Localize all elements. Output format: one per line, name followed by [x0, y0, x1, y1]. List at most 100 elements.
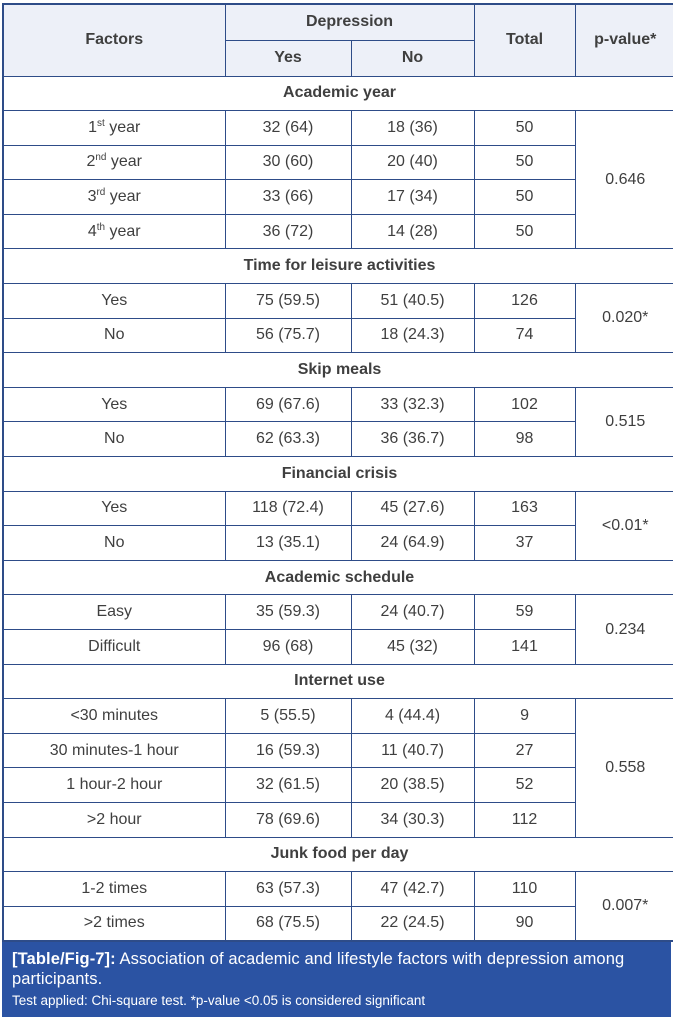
- total-value: 50: [473, 213, 576, 250]
- column-header-yes: Yes: [224, 39, 352, 77]
- total-value: 102: [473, 386, 576, 423]
- table-caption-bar: [Table/Fig-7]: Association of academic a…: [2, 941, 671, 1017]
- p-value: 0.007*: [574, 871, 673, 942]
- section-header-row: Financial crisis: [2, 456, 673, 492]
- table-body: Academic year 1st year 32 (64) 18 (36) 50 0.6…: [2, 75, 673, 942]
- table-row: Yes 75 (59.5) 51 (40.5) 126 0.020*: [2, 283, 673, 354]
- table-row: 4th year 36 (72) 14 (28) 50: [2, 213, 673, 250]
- section-title: Financial crisis: [2, 456, 673, 492]
- depression-yes-value: 33 (66): [224, 179, 352, 215]
- p-value: 0.020*: [574, 283, 673, 354]
- depression-no-value: 17 (34): [350, 179, 475, 215]
- total-value: 110: [473, 871, 576, 907]
- total-value: 37: [473, 525, 576, 561]
- ordinal-superscript: st: [97, 117, 105, 129]
- table-row: >2 hour 78 (69.6) 34 (30.3) 112: [2, 801, 673, 838]
- table-row: 1-2 times 63 (57.3) 47 (42.7) 110 0.007*: [2, 871, 673, 942]
- p-value: 0.234: [574, 594, 673, 665]
- total-value: 126: [473, 283, 576, 319]
- total-value: 141: [473, 629, 576, 665]
- depression-no-value: 45 (32): [350, 629, 475, 665]
- section-title: Academic schedule: [2, 559, 673, 596]
- section-header-row: Skip meals: [2, 352, 673, 388]
- table-row: No 62 (63.3) 36 (36.7) 98: [2, 421, 673, 458]
- factor-label: <30 minutes: [2, 698, 226, 734]
- table-row: Yes 118 (72.4) 45 (27.6) 163 <0.01*: [2, 490, 673, 561]
- table-row: >2 times 68 (75.5) 22 (24.5) 90: [2, 905, 673, 942]
- depression-no-value: 47 (42.7): [350, 871, 475, 907]
- depression-yes-value: 68 (75.5): [224, 905, 352, 942]
- factor-label: 1 hour-2 hour: [2, 767, 226, 803]
- factor-label: 1st year: [2, 110, 226, 146]
- total-value: 9: [473, 698, 576, 734]
- header-row-subgroup: Yes No: [3, 39, 673, 77]
- depression-no-value: 36 (36.7): [350, 421, 475, 458]
- table-row: No 13 (35.1) 24 (64.9) 37: [2, 525, 673, 561]
- depression-no-value: 18 (36): [350, 110, 475, 146]
- total-value: 52: [473, 767, 576, 803]
- depression-yes-value: 30 (60): [224, 144, 352, 181]
- factor-label: Difficult: [2, 629, 226, 665]
- table-caption: [Table/Fig-7]: Association of academic a…: [12, 949, 661, 989]
- section-title: Skip meals: [2, 352, 673, 388]
- factor-label: Easy: [2, 594, 226, 630]
- depression-no-value: 20 (40): [350, 144, 475, 181]
- total-value: 59: [473, 594, 576, 630]
- column-header-no: No: [350, 39, 475, 77]
- depression-yes-value: 62 (63.3): [224, 421, 352, 458]
- factor-label: 30 minutes-1 hour: [2, 732, 226, 769]
- section-header-row: Time for leisure activities: [2, 248, 673, 285]
- depression-yes-value: 75 (59.5): [224, 283, 352, 319]
- factor-label: Yes: [2, 283, 226, 319]
- total-value: 27: [473, 732, 576, 769]
- depression-no-value: 51 (40.5): [350, 283, 475, 319]
- depression-no-value: 24 (64.9): [350, 525, 475, 561]
- table-row: 3rd year 33 (66) 17 (34) 50: [2, 179, 673, 215]
- depression-no-value: 11 (40.7): [350, 732, 475, 769]
- factor-label: 4th year: [2, 213, 226, 250]
- factor-label: 2nd year: [2, 144, 226, 181]
- depression-no-value: 20 (38.5): [350, 767, 475, 803]
- table-row: Easy 35 (59.3) 24 (40.7) 59 0.234: [2, 594, 673, 665]
- section-title: Time for leisure activities: [2, 248, 673, 285]
- total-value: 98: [473, 421, 576, 458]
- depression-yes-value: 69 (67.6): [224, 386, 352, 423]
- section-header-row: Internet use: [2, 663, 673, 700]
- total-value: 50: [473, 144, 576, 181]
- table-row: 30 minutes-1 hour 16 (59.3) 11 (40.7) 27: [2, 732, 673, 769]
- column-header-total: Total: [473, 3, 576, 77]
- section-header-row: Academic year: [2, 75, 673, 112]
- depression-yes-value: 78 (69.6): [224, 801, 352, 838]
- depression-yes-value: 63 (57.3): [224, 871, 352, 907]
- factor-label: >2 hour: [2, 801, 226, 838]
- factor-label: No: [2, 525, 226, 561]
- column-header-depression: Depression: [224, 3, 475, 41]
- total-value: 163: [473, 490, 576, 527]
- table-row: No 56 (75.7) 18 (24.3) 74: [2, 317, 673, 354]
- factors-depression-table: Factors Depression Total p-value* Yes No…: [2, 3, 673, 942]
- factor-label: 3rd year: [2, 179, 226, 215]
- depression-yes-value: 118 (72.4): [224, 490, 352, 527]
- table-row: 2nd year 30 (60) 20 (40) 50: [2, 144, 673, 181]
- test-applied-note: Test applied: Chi-square test. *p-value …: [12, 993, 426, 1009]
- depression-no-value: 4 (44.4): [350, 698, 475, 734]
- factor-label: 1-2 times: [2, 871, 226, 907]
- p-value: 0.515: [574, 386, 673, 458]
- total-value: 50: [473, 179, 576, 215]
- depression-no-value: 45 (27.6): [350, 490, 475, 527]
- depression-yes-value: 36 (72): [224, 213, 352, 250]
- ordinal-superscript: th: [96, 221, 106, 233]
- total-value: 74: [473, 317, 576, 354]
- factor-label: No: [2, 421, 226, 458]
- p-value: 0.646: [574, 110, 673, 250]
- depression-yes-value: 32 (64): [224, 110, 352, 146]
- header-row-group: Factors Depression Total p-value*: [2, 3, 673, 77]
- depression-no-value: 24 (40.7): [350, 594, 475, 630]
- section-title: Internet use: [2, 663, 673, 700]
- section-title: Academic year: [2, 75, 673, 112]
- ordinal-superscript: nd: [95, 152, 107, 164]
- section-header-row: Academic schedule: [2, 559, 673, 596]
- depression-yes-value: 96 (68): [224, 629, 352, 665]
- table-row: Yes 69 (67.6) 33 (32.3) 102 0.515: [2, 386, 673, 458]
